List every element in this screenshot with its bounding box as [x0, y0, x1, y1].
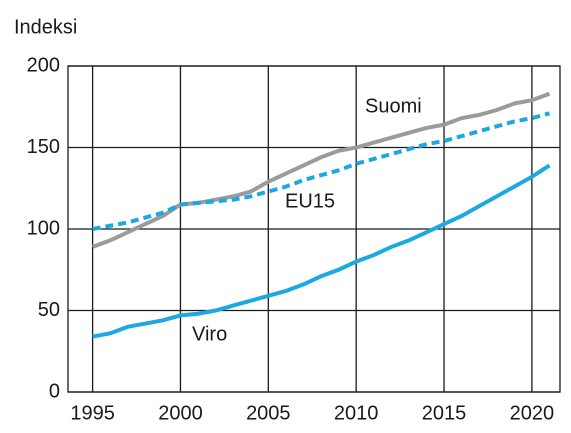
x-tick-label: 2015 — [422, 402, 467, 424]
x-tick-label: 1995 — [70, 402, 115, 424]
x-tick-label: 2020 — [510, 402, 555, 424]
y-tick-label: 0 — [49, 380, 60, 402]
series-label: Suomi — [365, 95, 422, 117]
x-tick-label: 2010 — [334, 402, 379, 424]
series-line — [92, 163, 551, 339]
y-axis-label: Indeksi — [14, 16, 77, 38]
series-line — [91, 91, 551, 249]
x-tick-label: 2000 — [158, 402, 203, 424]
series-label: EU15 — [285, 190, 335, 212]
plot-frame — [67, 65, 561, 393]
x-tick-label: 2005 — [246, 402, 291, 424]
series-label: Viro — [192, 323, 227, 345]
y-tick-label: 200 — [27, 54, 60, 76]
series-line — [92, 111, 550, 231]
y-tick-label: 150 — [27, 136, 60, 158]
y-tick-label: 100 — [27, 217, 60, 239]
y-tick-label: 50 — [38, 299, 60, 321]
